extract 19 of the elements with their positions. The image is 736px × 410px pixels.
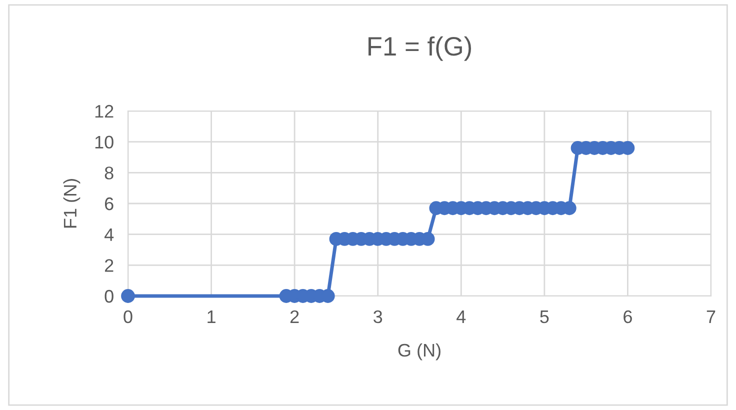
y-axis-title: F1 (N) [63, 179, 80, 228]
x-tick-label: 0 [124, 310, 132, 324]
chart-title: F1 = f(G) [368, 36, 472, 61]
x-axis-title: G (N) [398, 343, 440, 360]
y-tick-label: 0 [104, 290, 114, 303]
x-tick-label: 1 [208, 310, 216, 323]
x-tick-label: 3 [374, 310, 382, 324]
y-tick-label: 4 [104, 228, 114, 241]
y-tick-label: 12 [95, 104, 114, 118]
y-tick-label: 6 [104, 197, 114, 210]
x-tick-label: 7 [706, 310, 716, 323]
x-tick-label: 6 [624, 310, 632, 324]
y-tick-label: 10 [95, 136, 114, 149]
x-tick-label: 5 [540, 310, 549, 324]
x-tick-label: 2 [290, 310, 299, 323]
x-tick-label: 4 [456, 310, 466, 323]
point [121, 289, 135, 303]
y-tick-label: 8 [104, 166, 114, 180]
y-tick-label: 2 [104, 259, 114, 272]
